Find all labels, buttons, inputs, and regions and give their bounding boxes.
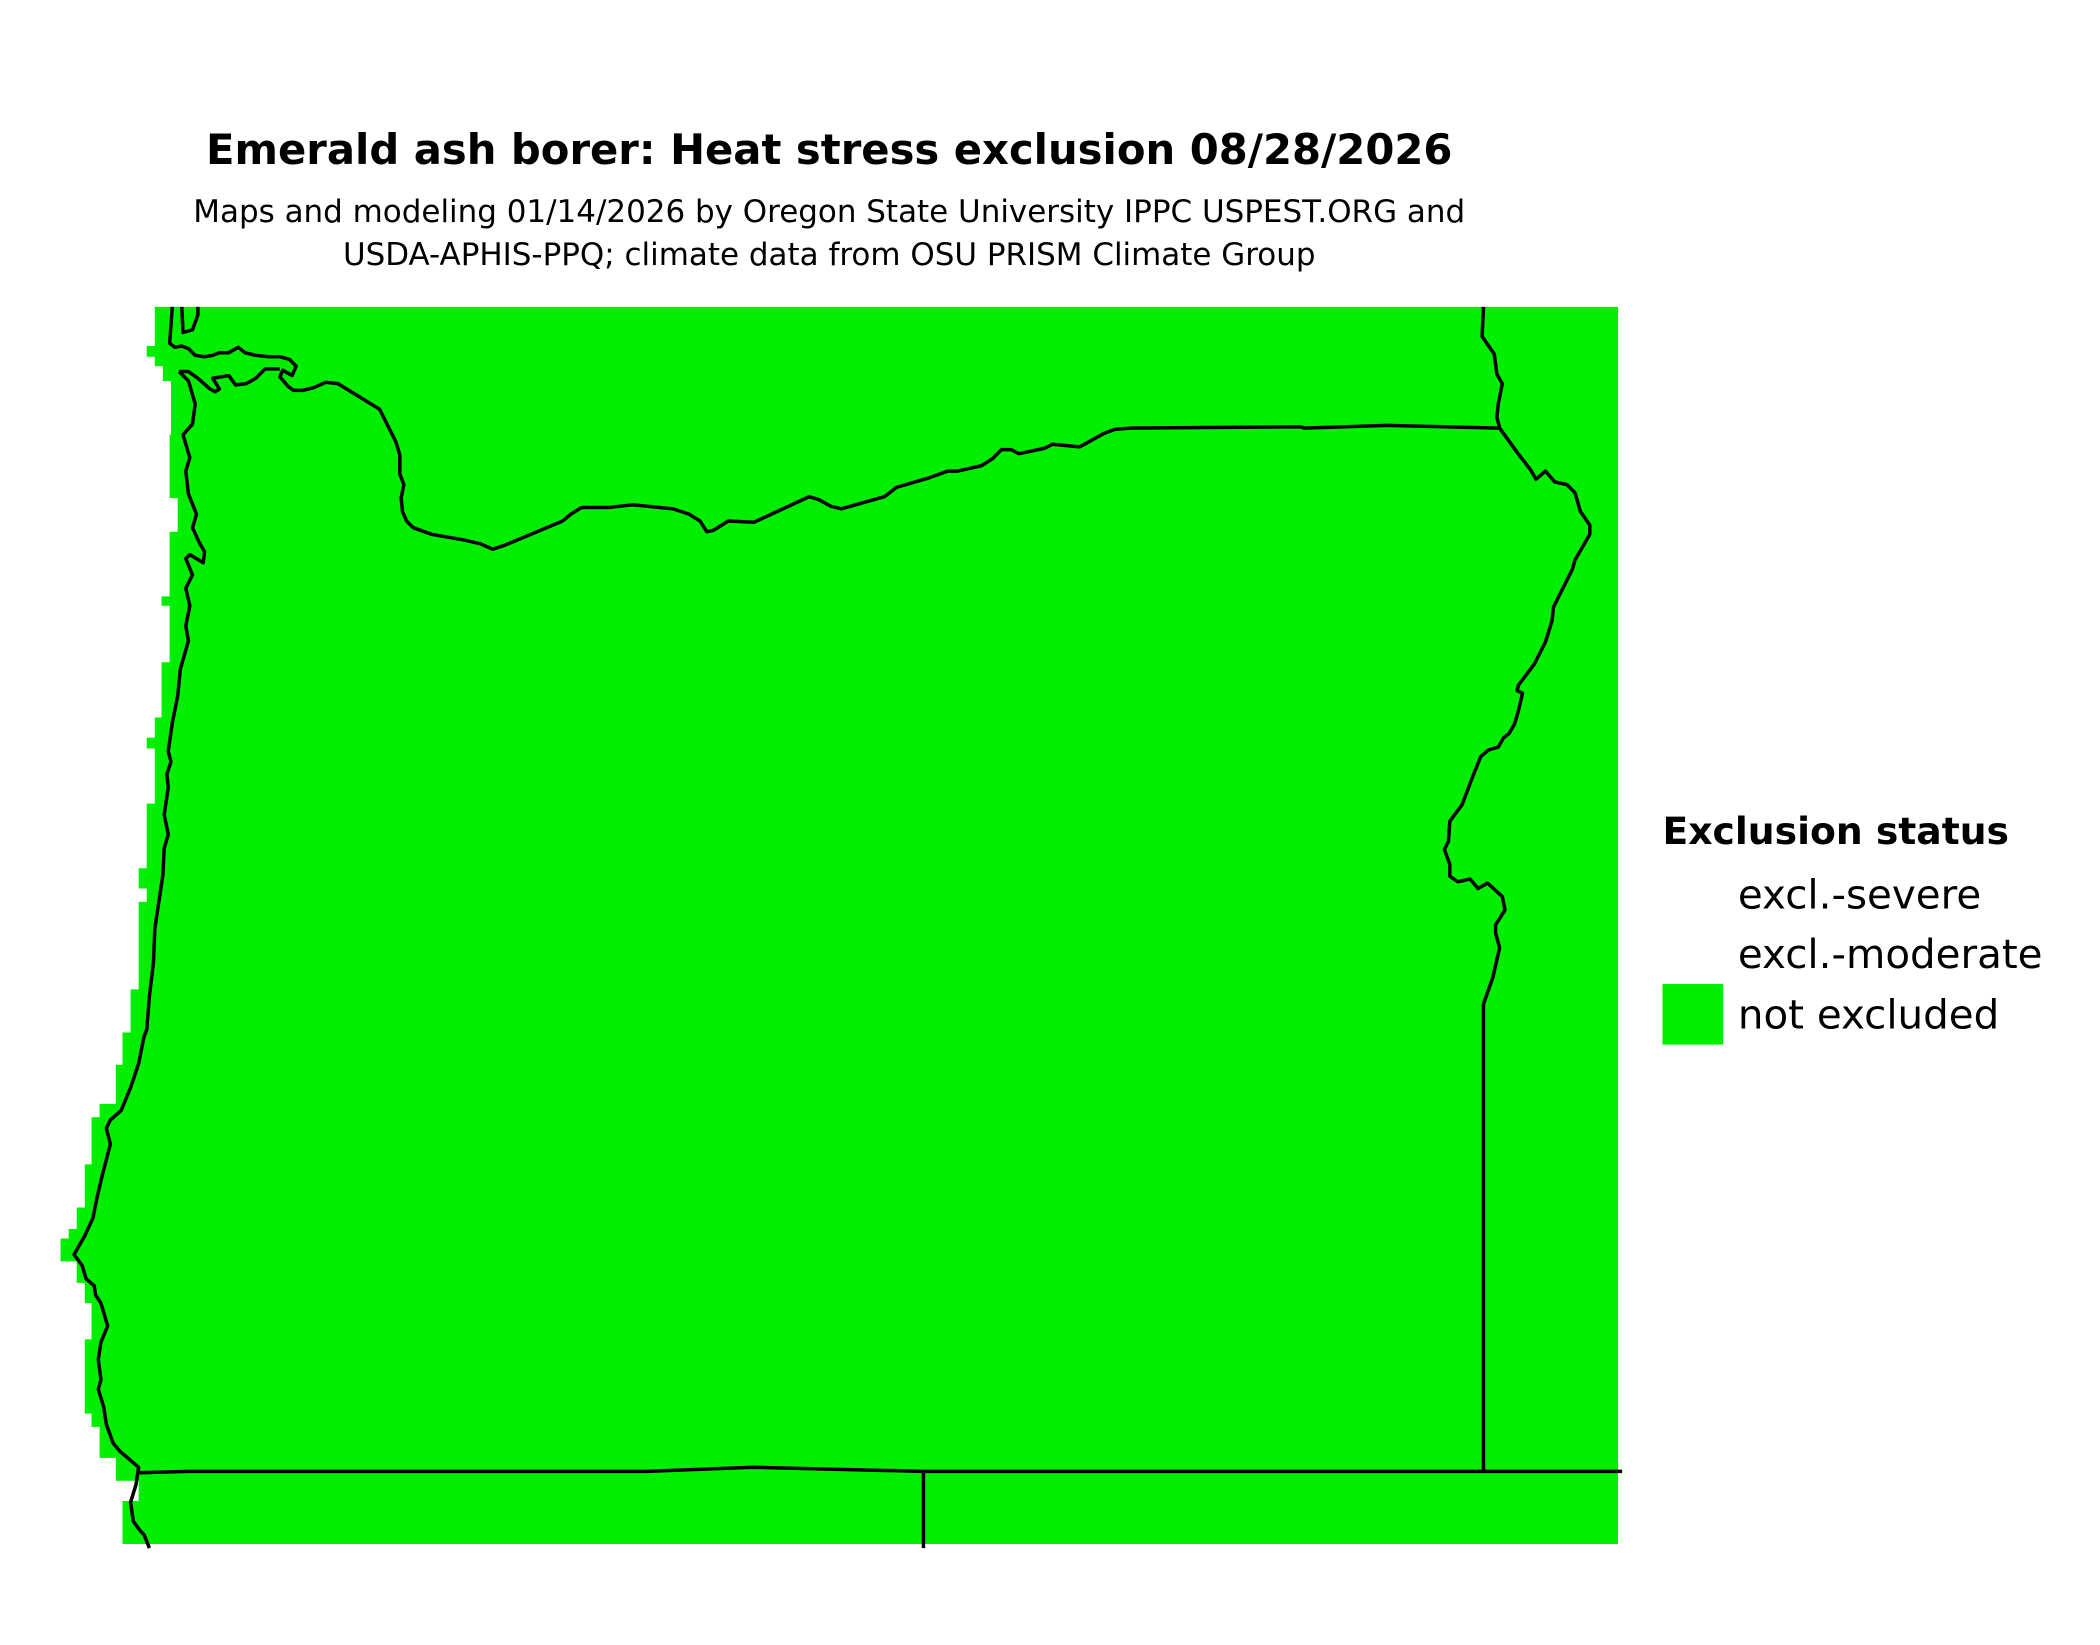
idaho-border bbox=[1442, 306, 1592, 1472]
legend-label-moderate: excl.-moderate bbox=[1738, 931, 2043, 978]
legend-title: Exclusion status bbox=[1663, 809, 2010, 853]
map-title: Emerald ash borer: Heat stress exclusion… bbox=[206, 125, 1452, 174]
river-mouth-shore bbox=[179, 367, 280, 394]
coastline bbox=[72, 370, 207, 1549]
legend-swatch-severe bbox=[1663, 864, 1724, 923]
map-subtitle-line2: USDA-APHIS-PPQ; climate data from OSU PR… bbox=[343, 237, 1316, 273]
legend: Exclusion status excl.-severe excl.-mode… bbox=[1662, 809, 2043, 1045]
legend-swatch-moderate bbox=[1663, 925, 1724, 984]
columbia-river-border bbox=[167, 306, 1500, 551]
not-excluded-area bbox=[60, 306, 1619, 1545]
map-subtitle-line1: Maps and modeling 01/14/2026 by Oregon S… bbox=[193, 194, 1465, 230]
state-borders bbox=[72, 306, 1623, 1549]
island-outline bbox=[179, 306, 200, 335]
legend-label-severe: excl.-severe bbox=[1738, 872, 1981, 919]
legend-swatch-not-excluded bbox=[1662, 984, 1724, 1045]
legend-label-not-excluded: not excluded bbox=[1738, 991, 1999, 1038]
